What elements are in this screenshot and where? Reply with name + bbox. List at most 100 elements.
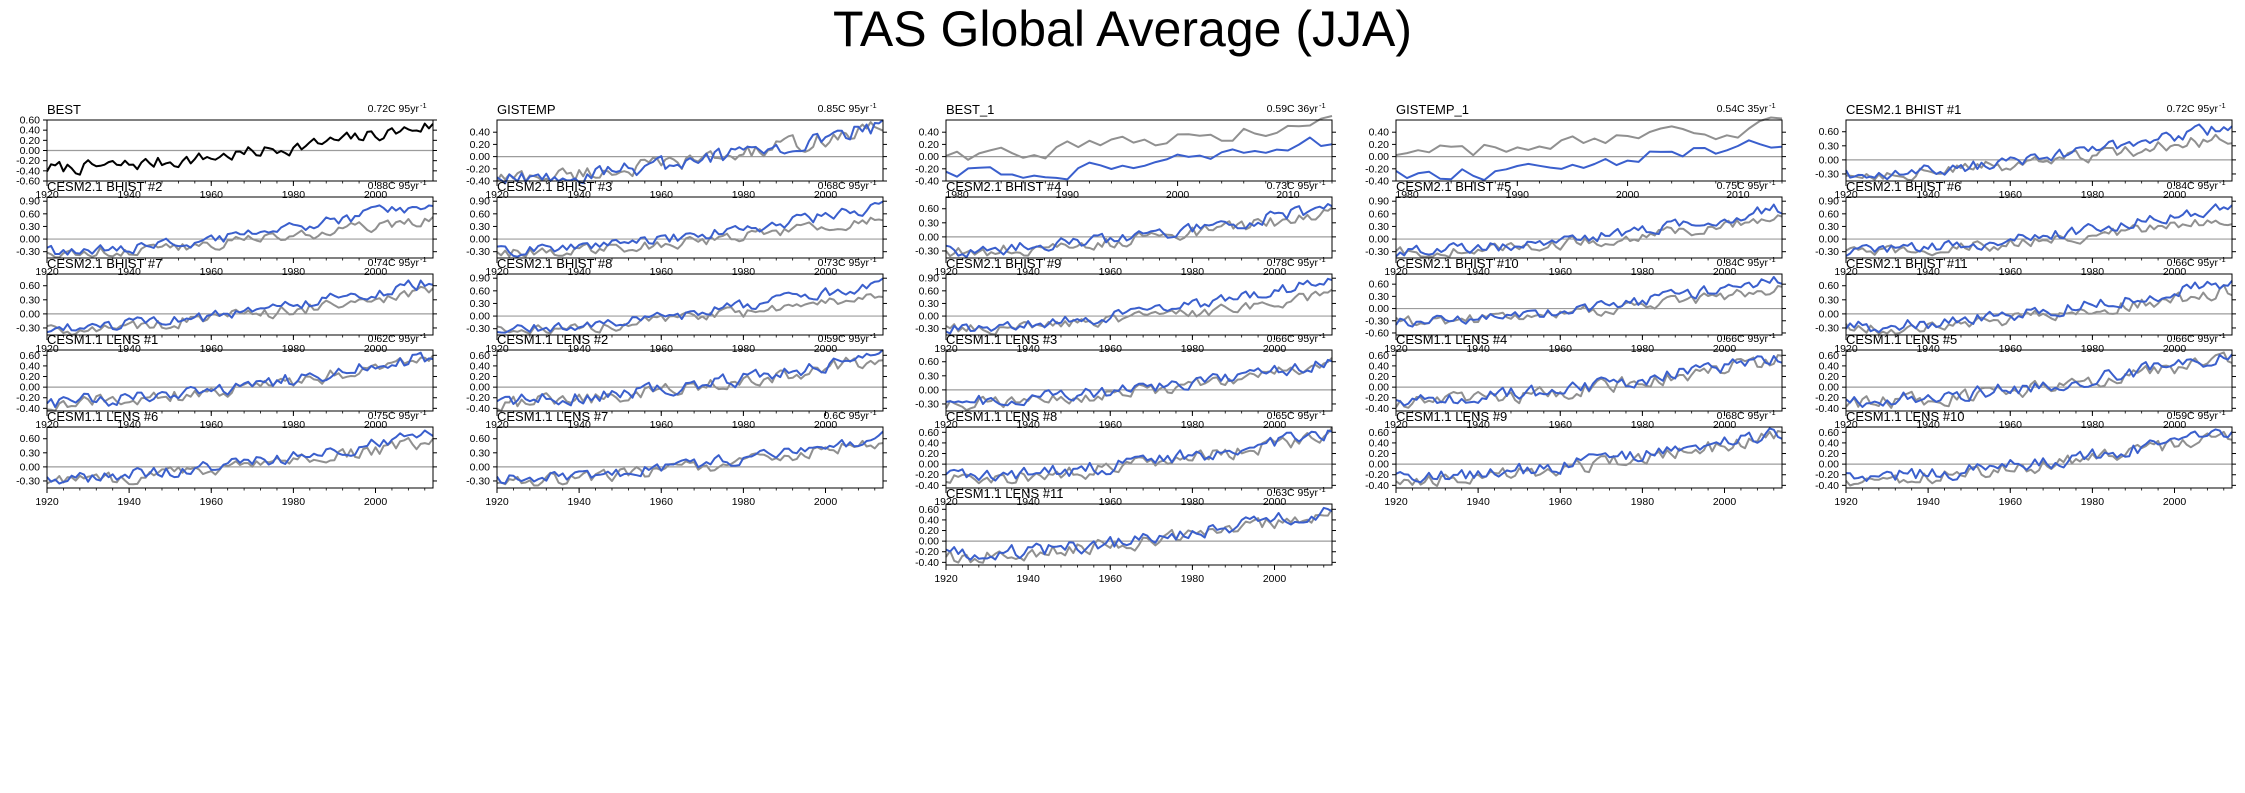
y-tick-label: 0.30 bbox=[470, 298, 491, 310]
series-line bbox=[1395, 427, 1783, 484]
x-tick-label: 1980 bbox=[1631, 343, 1655, 355]
trend-exponent: -1 bbox=[1769, 408, 1776, 417]
chart-svg: 0.400.200.00-0.20-0.40 1980 1990 2000 2010 GI… bbox=[1365, 101, 1786, 201]
trend-exponent: -1 bbox=[870, 408, 877, 417]
x-tick-label: 2000 bbox=[814, 266, 838, 278]
y-tick-label: 0.60 bbox=[20, 350, 41, 362]
x-tick-label: 1980 bbox=[2081, 496, 2105, 508]
plot-area: 0.600.300.00-0.30-0.60 1920 1940 1960 1980 20… bbox=[1365, 255, 1786, 355]
y-tick-label: -0.30 bbox=[466, 475, 490, 487]
plot-frame bbox=[945, 119, 1333, 182]
panel-title: CESM1.1 LENS #10 bbox=[1846, 409, 1965, 424]
y-tick-label: 0.60 bbox=[919, 285, 940, 297]
panel-title: CESM1.1 LENS #4 bbox=[1396, 332, 1507, 347]
y-tick-label: 0.00 bbox=[1369, 382, 1390, 394]
page-title: TAS Global Average (JJA) bbox=[833, 1, 1412, 57]
trend-exponent: -1 bbox=[1319, 331, 1326, 340]
y-tick-label: -0.20 bbox=[16, 392, 40, 404]
chart-svg: 0.600.400.200.00-0.20-0.40 1920 1940 1960 19… bbox=[915, 408, 1336, 508]
y-tick-label: 0.00 bbox=[470, 151, 491, 163]
y-tick-label: 0.20 bbox=[919, 525, 940, 537]
series-line bbox=[1395, 214, 1783, 259]
x-tick-label: 2000 bbox=[814, 419, 838, 431]
series-line bbox=[945, 203, 1333, 259]
y-tick-label: 0.60 bbox=[1819, 126, 1840, 138]
chart-svg: 0.900.600.300.00-0.30 1920 1940 1960 1980 200… bbox=[1365, 178, 1786, 278]
x-tick-label: 1920 bbox=[1834, 266, 1858, 278]
x-tick-label: 2000 bbox=[2163, 343, 2187, 355]
y-tick-label: 0.00 bbox=[919, 311, 940, 323]
y-tick-label: 0.40 bbox=[470, 360, 491, 372]
x-tick-label: 1920 bbox=[35, 343, 59, 355]
panel-title: CESM2.1 BHIST #11 bbox=[1846, 256, 1968, 271]
panel-title: CESM2.1 BHIST #3 bbox=[497, 179, 612, 194]
panel-title: CESM1.1 LENS #3 bbox=[946, 332, 1057, 347]
x-tick-label: 1980 bbox=[732, 189, 756, 201]
y-tick-label: -0.40 bbox=[1365, 403, 1389, 415]
y-tick-label: 0.20 bbox=[1819, 371, 1840, 383]
x-tick-label: 1940 bbox=[1016, 573, 1040, 585]
x-tick-label: 1960 bbox=[200, 343, 224, 355]
y-tick-label: -0.20 bbox=[466, 392, 490, 404]
x-tick-label: 1940 bbox=[117, 496, 141, 508]
y-tick-label: -0.30 bbox=[1815, 322, 1839, 334]
y-tick-label: -0.20 bbox=[915, 469, 939, 481]
chart-svg: 0.60 0.30 0.00 -0.30 1920 1940 1960 1980 2000 CES… bbox=[915, 178, 1336, 278]
plot-frame bbox=[496, 273, 884, 336]
trend-label: 0.66C 95yr bbox=[2167, 333, 2219, 345]
x-tick-label: 1980 bbox=[2081, 419, 2105, 431]
plot-area: 0.600.400.200.00-0.20-0.40 1920 1940 1960 19… bbox=[466, 331, 887, 431]
chart-svg: 0.600.400.200.00-0.20-0.40 1920 1940 1960 19… bbox=[1815, 408, 2236, 508]
trend-exponent: -1 bbox=[1319, 485, 1326, 494]
x-tick-label: 2000 bbox=[364, 189, 388, 201]
y-tick-label: -0.20 bbox=[915, 163, 939, 175]
trend-label: 0.68C 95yr bbox=[1717, 410, 1769, 422]
chart-panel: 0.90 0.60 0.30 0.00 -0.30 1920 1940 1960 1980 200… bbox=[1794, 163, 2236, 278]
y-tick-label: 0.00 bbox=[1369, 303, 1390, 315]
x-tick-label: 1920 bbox=[1384, 343, 1408, 355]
x-tick-label: 1940 bbox=[117, 189, 141, 201]
plot-area: 0.600.400.200.00-0.20-0.40 1920 1940 1960 19… bbox=[915, 408, 1336, 508]
chart-panel: 0.40 0.20 0.00 -0.20 -0.40 1920 1940 1960 1980 20… bbox=[445, 86, 887, 201]
plot-frame bbox=[496, 119, 884, 182]
x-tick-label: 1940 bbox=[117, 266, 141, 278]
panel-title: CESM2.1 BHIST #6 bbox=[1846, 179, 1961, 194]
x-tick-label: 1980 bbox=[1631, 266, 1655, 278]
x-tick-label: 1980 bbox=[1395, 189, 1419, 201]
trend-label: 0.88C 95yr bbox=[368, 180, 420, 192]
plot-frame bbox=[46, 426, 434, 489]
x-tick-label: 1920 bbox=[485, 419, 509, 431]
x-tick-label: 2000 bbox=[364, 343, 388, 355]
plot-area: 0.60 0.30 0.00 -0.30 1920 1940 1960 1980 2000 CES… bbox=[16, 255, 437, 355]
plot-frame bbox=[1845, 196, 2233, 259]
x-tick-label: 2000 bbox=[1713, 419, 1737, 431]
x-tick-label: 1960 bbox=[1999, 419, 2023, 431]
panel-title: CESM2.1 BHIST #2 bbox=[47, 179, 162, 194]
trend-exponent: -1 bbox=[1319, 101, 1326, 110]
plot-area: 0.900.600.300.00-0.30 1920 1940 1960 1980 200… bbox=[16, 178, 437, 278]
series-line bbox=[1395, 116, 1783, 157]
y-tick-label: -0.40 bbox=[915, 176, 939, 188]
x-tick-label: 1980 bbox=[282, 419, 306, 431]
series-line bbox=[945, 429, 1333, 482]
plot-area: 0.900.600.300.00-0.30 1920 1940 1960 1980 200… bbox=[466, 178, 887, 278]
plot-area: 0.600.400.200.00-0.20-0.40 1920 1940 1960 19… bbox=[16, 331, 437, 431]
series-line bbox=[1845, 203, 2233, 257]
series-line bbox=[1845, 280, 2233, 334]
x-tick-label: 1940 bbox=[1016, 419, 1040, 431]
y-tick-label: -0.20 bbox=[1365, 469, 1389, 481]
y-tick-label: 0.30 bbox=[1369, 291, 1390, 303]
plot-area: 0.60 0.30 0.00 -0.30 1920 1940 1960 1980 2000 CES… bbox=[915, 331, 1336, 431]
chart-panel: 0.90 0.60 0.30 0.00 -0.30 1920 1940 1960 1980 200… bbox=[445, 240, 887, 355]
plot-frame bbox=[945, 503, 1333, 566]
series-line bbox=[1845, 284, 2233, 335]
series-line bbox=[945, 277, 1333, 335]
y-tick-label: 0.30 bbox=[1369, 221, 1390, 233]
y-tick-label: 0.00 bbox=[1369, 234, 1390, 246]
x-tick-label: 1960 bbox=[1549, 343, 1573, 355]
panel-title: BEST_1 bbox=[946, 102, 994, 117]
y-tick-label: 0.60 bbox=[1819, 280, 1840, 292]
x-tick-label: 2000 bbox=[364, 266, 388, 278]
y-tick-label: 0.30 bbox=[919, 217, 940, 229]
